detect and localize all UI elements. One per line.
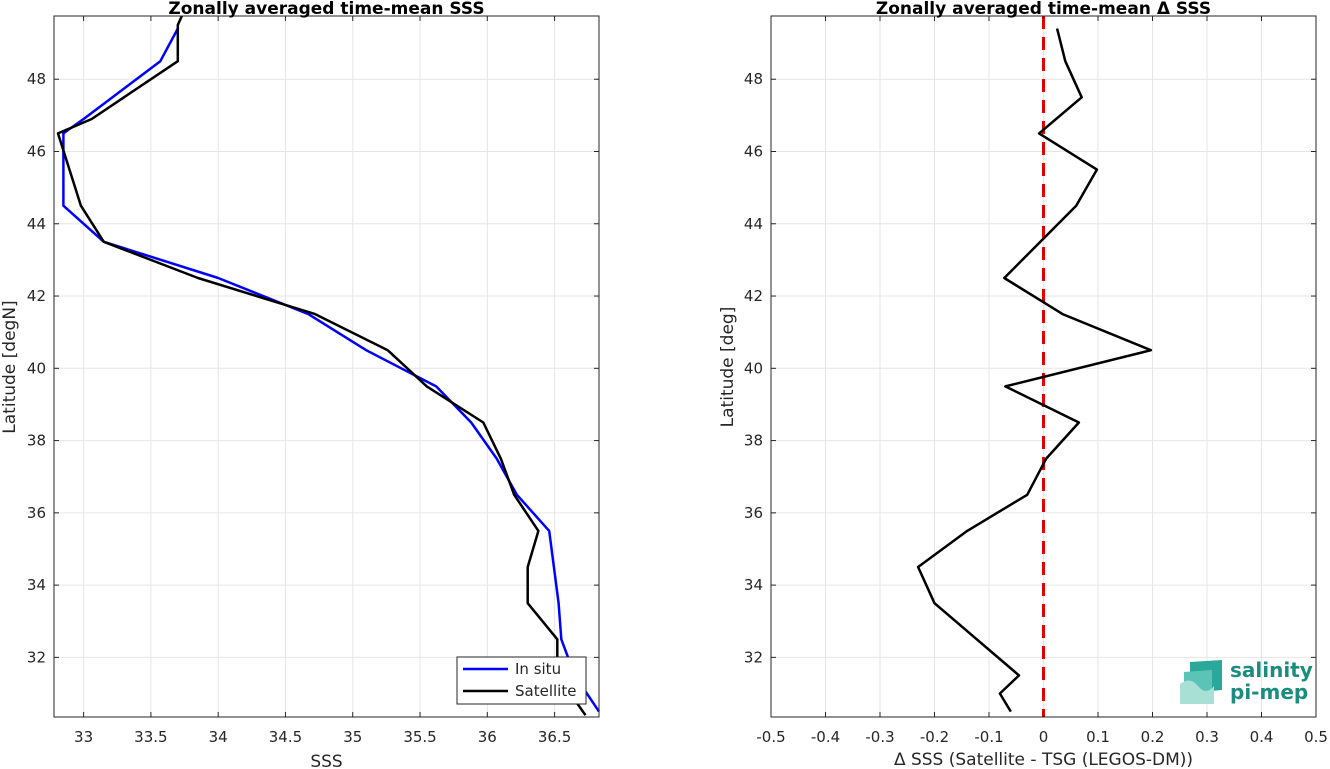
- legend-label-satellite: Satellite: [515, 682, 576, 700]
- sss-y-tick-label: 34: [27, 576, 46, 594]
- sss-y-tick-label: 46: [27, 143, 46, 161]
- delta-x-tick-label: -0.2: [920, 728, 949, 746]
- delta-y-tick-label: 32: [744, 648, 763, 666]
- delta-y-tick-label: 44: [744, 215, 763, 233]
- delta-y-tick-label: 34: [744, 576, 763, 594]
- delta-x-tick-label: -0.3: [865, 728, 894, 746]
- sss-y-tick-label: 38: [27, 432, 46, 450]
- legend: In situ Satellite: [456, 656, 587, 705]
- sss-y-tick-label: 44: [27, 215, 46, 233]
- sss-y-tick-label: 32: [27, 648, 46, 666]
- sss-plot-frame: [53, 15, 600, 718]
- delta-x-tick-label: 0.4: [1250, 728, 1274, 746]
- sss-series-line-satellite: [56, 15, 587, 716]
- delta-y-tick-label: 48: [744, 70, 763, 88]
- sss-x-tick-label: 33: [74, 728, 93, 746]
- sss-x-tick-label: 33.5: [134, 728, 167, 746]
- delta-sss-chart: -0.5 -0.4 -0.3 -0.2 -0.1 0 0.1 0.2 0.3 0.4 0.5 32 34…: [718, 0, 1328, 769]
- sss-x-tick-label: 35.5: [403, 728, 436, 746]
- delta-y-tick-label: 40: [744, 359, 763, 377]
- delta-x-tick-label: 0.2: [1141, 728, 1165, 746]
- sss-chart-title: Zonally averaged time-mean SSS: [168, 0, 484, 19]
- salinity-pi-mep-logo: salinity pi-mep: [1180, 658, 1313, 704]
- sss-x-axis-label: SSS: [310, 752, 342, 769]
- logo-text-pi-mep: pi-mep: [1230, 680, 1308, 704]
- delta-x-tick-label: 0: [1039, 728, 1049, 746]
- delta-x-tick-label: 0.5: [1304, 728, 1328, 746]
- logo-text-salinity: salinity: [1230, 658, 1313, 682]
- sss-x-tick-label: 34: [209, 728, 228, 746]
- delta-x-axis-label: Δ SSS (Satellite - TSG (LEGOS-DM)): [894, 750, 1193, 769]
- sss-y-tick-label: 36: [27, 504, 46, 522]
- sss-y-axis-label: Latitude [degN]: [0, 300, 20, 433]
- delta-x-tick-label: 0.3: [1195, 728, 1219, 746]
- sss-x-tick-label: 36: [478, 728, 497, 746]
- sss-y-tick-label: 40: [27, 359, 46, 377]
- delta-y-tick-label: 42: [744, 287, 763, 305]
- delta-y-tick-label: 36: [744, 504, 763, 522]
- sss-chart: 33 33.5 34 34.5 35 35.5 36 36.5 32 34 36 38 40 42 44 46…: [0, 0, 601, 769]
- delta-y-tick-label: 46: [744, 143, 763, 161]
- legend-label-in-situ: In situ: [515, 660, 561, 678]
- sss-x-tick-label: 36.5: [538, 728, 571, 746]
- sss-y-tick-label: 42: [27, 287, 46, 305]
- delta-y-axis-label: Latitude [deg]: [718, 307, 738, 428]
- sss-y-tick-label: 48: [27, 70, 46, 88]
- delta-chart-title: Zonally averaged time-mean Δ SSS: [876, 0, 1211, 19]
- delta-x-tick-label: 0.1: [1086, 728, 1110, 746]
- delta-series-line-delta: [916, 28, 1153, 713]
- sss-x-tick-label: 35: [343, 728, 362, 746]
- delta-y-tick-label: 38: [744, 432, 763, 450]
- delta-x-tick-label: -0.5: [756, 728, 785, 746]
- delta-x-tick-label: -0.1: [974, 728, 1003, 746]
- delta-x-tick-label: -0.4: [811, 728, 840, 746]
- sss-x-tick-label: 34.5: [269, 728, 302, 746]
